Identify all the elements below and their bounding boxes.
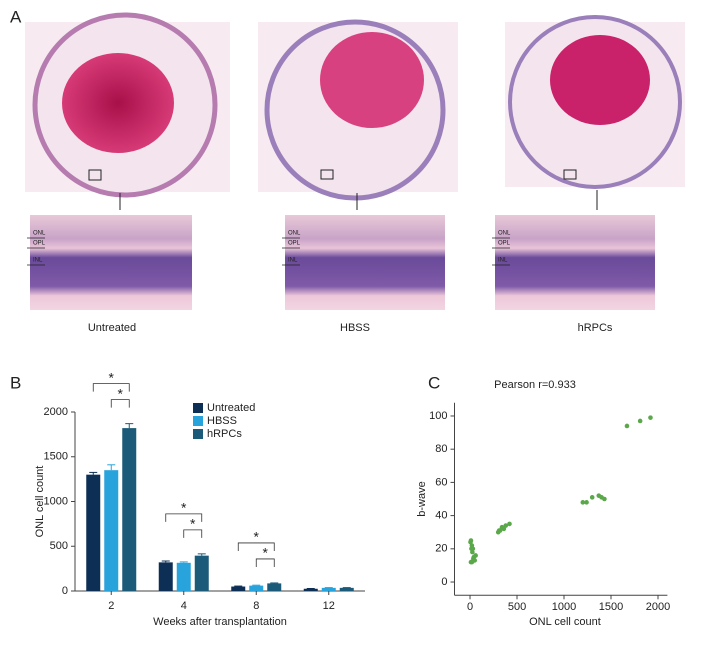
y-axis-label: b-wave (416, 481, 428, 516)
point (503, 523, 509, 528)
point (624, 423, 630, 429)
x-tick-label: 2000 (646, 601, 670, 613)
layer-label: OPL (288, 241, 301, 247)
chart-title: Pearson r=0.933 (494, 379, 576, 391)
legend-swatch (193, 429, 203, 439)
bar (339, 587, 354, 591)
significance-label: * (109, 369, 115, 385)
significance-label: * (254, 529, 260, 545)
y-tick-label: 0 (62, 585, 68, 597)
panel-label: A (10, 7, 22, 26)
histology-hrpcs (495, 15, 685, 310)
point (584, 500, 589, 505)
y-tick-label: 60 (435, 476, 447, 488)
bar (122, 428, 137, 591)
bar (231, 586, 246, 591)
x-tick-label: 500 (508, 601, 526, 613)
x-tick-label: 12 (323, 600, 335, 612)
point (471, 556, 476, 562)
x-axis-label: Weeks after transplantation (153, 616, 287, 628)
significance-label: * (181, 500, 187, 516)
point (507, 521, 512, 527)
histology-hbss (258, 19, 458, 310)
point (473, 553, 478, 558)
x-tick-label: 8 (253, 600, 259, 612)
significance-bracket (255, 558, 275, 567)
sample-label: HBSS (340, 322, 370, 334)
layer-label: ONL (498, 231, 511, 237)
y-tick-label: 1500 (44, 451, 68, 463)
bar (104, 470, 119, 591)
bar (303, 588, 318, 591)
significance-bracket (183, 529, 203, 538)
point (468, 539, 473, 545)
sample-label: Untreated (88, 322, 136, 334)
bar (158, 562, 173, 591)
layer-label: INL (33, 258, 43, 264)
x-tick-label: 1500 (599, 601, 623, 613)
y-tick-label: 500 (50, 540, 68, 552)
legend-swatch (193, 403, 203, 413)
legend-label: Untreated (207, 402, 255, 414)
legend-label: HBSS (207, 415, 237, 427)
significance-bracket (237, 542, 275, 551)
significance-bracket (92, 383, 130, 392)
point (589, 495, 595, 500)
panel-label: B (10, 373, 21, 392)
bar (321, 587, 336, 591)
y-tick-label: 0 (441, 576, 447, 588)
significance-label: * (190, 516, 196, 532)
point (496, 528, 502, 533)
y-tick-label: 40 (435, 510, 447, 522)
layer-label: INL (498, 258, 508, 264)
histology-untreated (25, 12, 230, 310)
legend-swatch (193, 416, 203, 426)
bar (176, 562, 191, 591)
layer-label: OPL (498, 241, 511, 247)
point (470, 549, 475, 555)
point (580, 500, 586, 505)
y-tick-label: 20 (435, 543, 447, 555)
y-tick-label: 100 (429, 410, 447, 422)
y-axis-label: ONL cell count (34, 466, 46, 538)
layer-label: INL (288, 258, 298, 264)
y-tick-label: 2000 (44, 406, 68, 418)
x-tick-label: 1000 (552, 601, 576, 613)
significance-bracket (110, 399, 130, 408)
layer-label: OPL (33, 241, 46, 247)
significance-label: * (263, 545, 269, 561)
layer-label: ONL (288, 231, 301, 237)
bar (86, 474, 101, 591)
bar (249, 585, 264, 591)
x-tick-label: 0 (467, 601, 473, 613)
significance-label: * (118, 385, 124, 401)
x-tick-label: 4 (181, 600, 187, 612)
bar (194, 555, 209, 591)
panel-label: C (428, 373, 440, 392)
y-tick-label: 1000 (44, 495, 68, 507)
layer-label: ONL (33, 231, 46, 237)
significance-bracket (165, 513, 203, 522)
legend-label: hRPCs (207, 428, 242, 440)
point (602, 496, 607, 502)
bar (267, 583, 282, 591)
sample-label: hRPCs (578, 322, 613, 334)
y-tick-label: 80 (435, 443, 447, 455)
x-tick-label: 2 (108, 600, 114, 612)
point (637, 418, 643, 424)
x-axis-label: ONL cell count (529, 616, 601, 628)
point (648, 415, 653, 420)
